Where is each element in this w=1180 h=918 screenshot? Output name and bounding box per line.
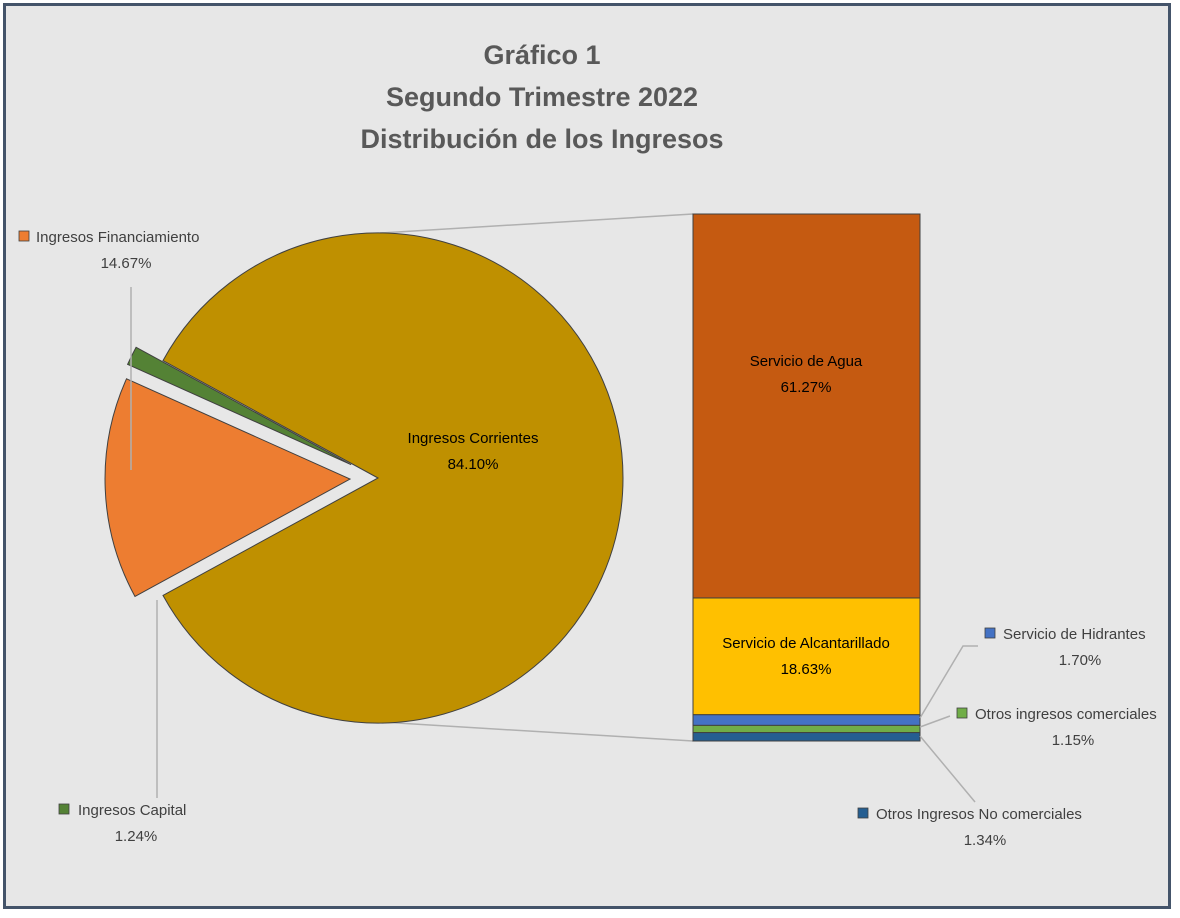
chart-title-line-3: Distribución de los Ingresos — [360, 124, 723, 154]
bar-label-alcantarillado-value: 18.63% — [781, 661, 832, 678]
bar-segment-servicio-agua — [692, 213, 921, 599]
legend-key-otros-comerciales — [956, 707, 968, 719]
pie-label-capital-value: 1.24% — [115, 828, 158, 845]
bar-label-otros-no-comerciales-value: 1.34% — [964, 832, 1007, 849]
connector-line-top — [379, 213, 694, 234]
bar-segment-servicio-hidrantes — [692, 714, 921, 726]
legend-key-hidrantes — [984, 627, 996, 639]
pie-label-corrientes-value: 84.10% — [448, 456, 499, 473]
leader-line-otros-no-comerciales — [919, 735, 976, 803]
pie-slice-ingresos-financiamiento — [104, 378, 352, 598]
chart-title-line-1: Gráfico 1 — [483, 40, 600, 70]
pie-label-financiamiento-value: 14.67% — [101, 255, 152, 272]
bar-label-agua-value: 61.27% — [781, 379, 832, 396]
bar-label-agua-name: Servicio de Agua — [750, 353, 863, 370]
chart-title-line-2: Segundo Trimestre 2022 — [386, 82, 698, 112]
bar-segment-otros-no-comerciales — [692, 732, 921, 742]
bar-label-hidrantes-value: 1.70% — [1059, 652, 1102, 669]
legend-key-otros-no-comerciales — [857, 807, 869, 819]
legend-key-capital — [58, 803, 70, 815]
connector-line-bottom — [379, 721, 694, 742]
pie-label-corrientes-name: Ingresos Corrientes — [408, 430, 539, 447]
bar-label-otros-comerciales-value: 1.15% — [1052, 732, 1095, 749]
leader-line-otros-comerciales — [919, 715, 951, 728]
bar-segment-servicio-alcantarillado — [692, 597, 921, 716]
bar-label-otros-comerciales-name: Otros ingresos comerciales — [975, 706, 1157, 723]
legend-key-financiamiento — [18, 230, 30, 242]
pie-label-capital-name: Ingresos Capital — [78, 802, 186, 819]
bar-label-hidrantes-name: Servicio de Hidrantes — [1003, 626, 1146, 643]
leader-line-hidrantes — [919, 645, 978, 719]
pie-slice-ingresos-corrientes — [162, 232, 624, 724]
pie-label-financiamiento-name: Ingresos Financiamiento — [36, 229, 199, 246]
bar-label-alcantarillado-name: Servicio de Alcantarillado — [722, 635, 890, 652]
bar-label-otros-no-comerciales-name: Otros Ingresos No comerciales — [876, 806, 1082, 823]
bar-segment-otros-comerciales — [692, 724, 921, 734]
